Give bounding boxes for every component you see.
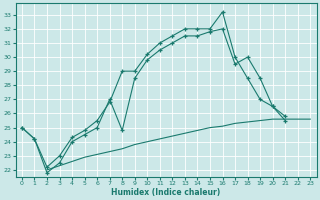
X-axis label: Humidex (Indice chaleur): Humidex (Indice chaleur) <box>111 188 221 197</box>
